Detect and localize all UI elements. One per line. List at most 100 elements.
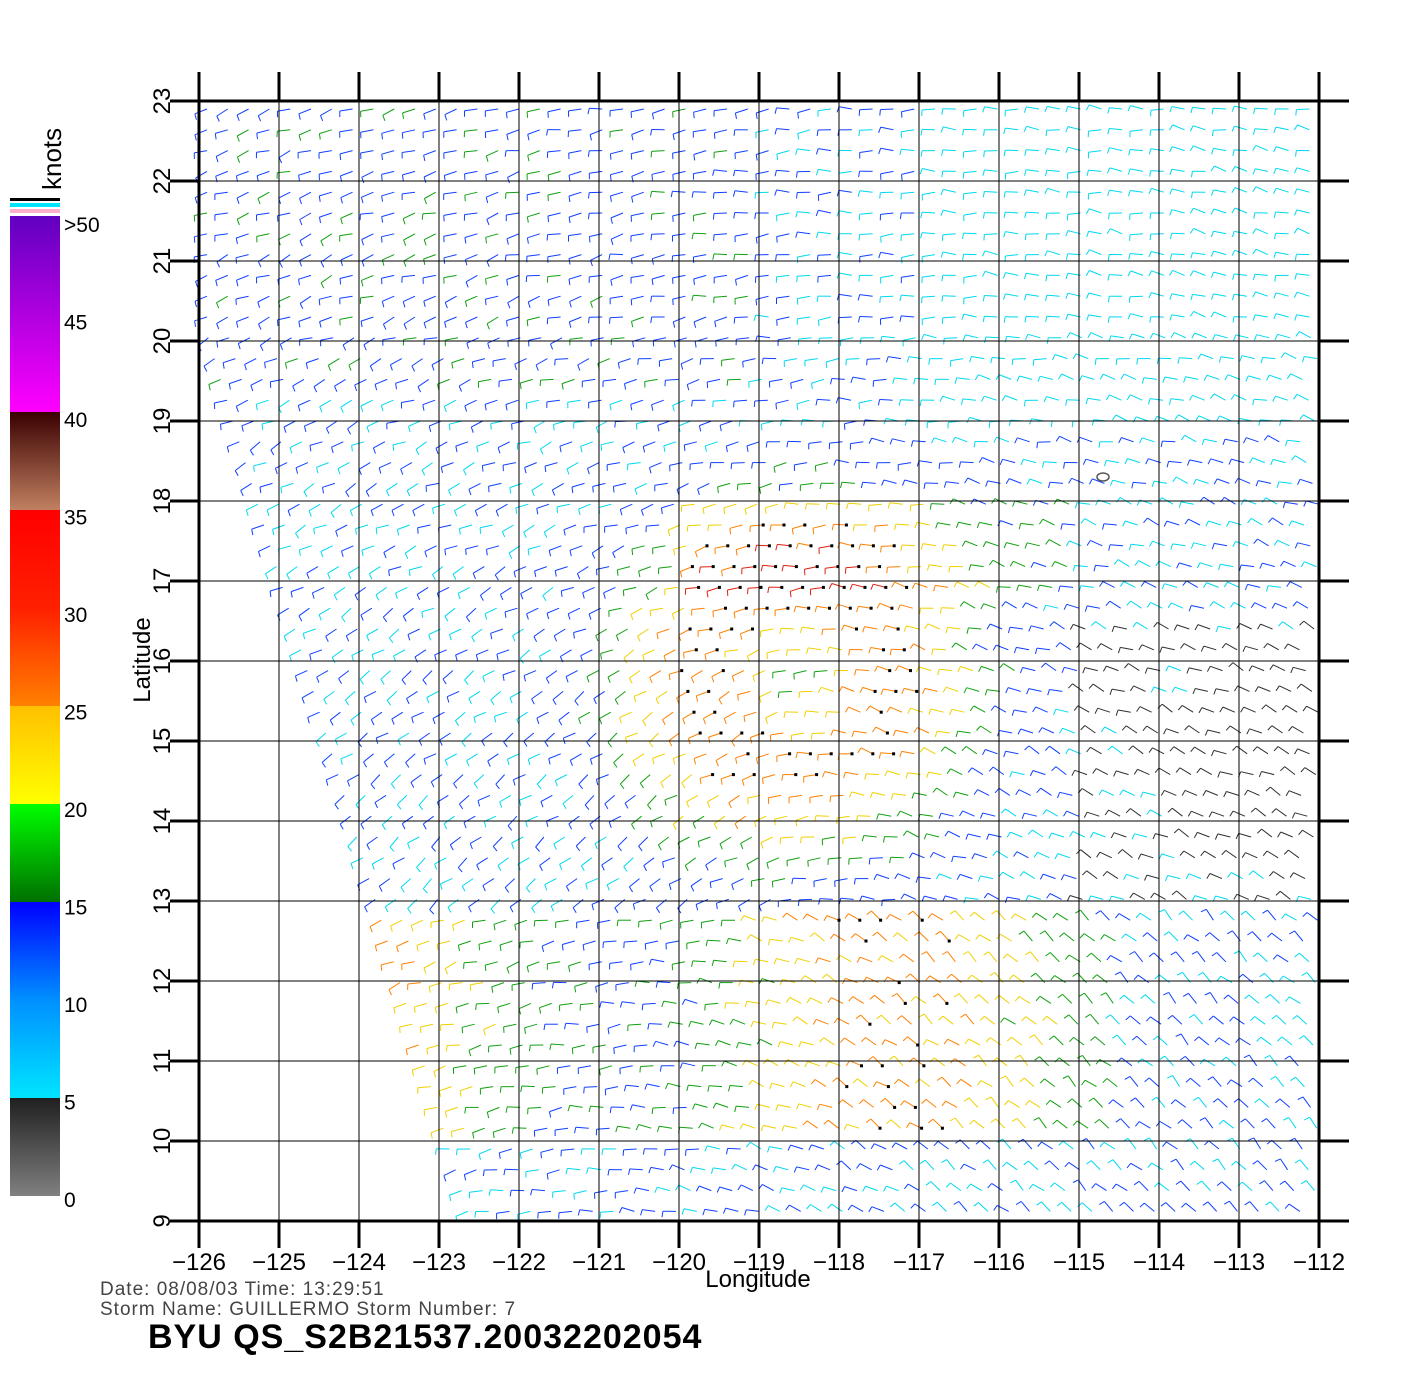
wind-barb [468,489,472,496]
wind-vector [984,270,998,276]
wind-barb [439,883,443,890]
wind-barb [1169,188,1173,195]
wind-vector [810,1204,822,1212]
wind-vector [762,1183,774,1192]
rain-flag-marker [868,1022,872,1026]
wind-vector [797,957,810,963]
wind-barb [819,483,822,490]
wind-barb [857,294,861,301]
wind-barb [1065,293,1069,299]
rain-flag-marker [878,1126,882,1130]
wind-vector [477,794,491,802]
wind-barb [1211,189,1214,196]
wind-barb [492,846,498,852]
wind-barb [499,594,504,601]
rain-flag-marker [940,1126,944,1130]
wind-vector [818,545,832,549]
rain-flag-marker [761,731,765,735]
wind-vector [903,893,917,900]
wind-barb [463,1174,467,1181]
wind-vector [900,604,913,609]
wind-barb [1230,602,1235,608]
wind-barb [490,699,495,706]
wind-vector [388,982,401,991]
wind-vector [283,628,296,637]
wind-vector [1277,539,1290,547]
rain-flag-marker [746,752,750,756]
wind-vector [455,649,468,656]
wind-barb [1283,849,1289,855]
wind-vector [720,774,734,780]
wind-barb [1039,873,1044,880]
wind-barb [1143,1137,1150,1141]
wind-vector [325,628,337,637]
wind-vector [486,191,499,198]
wind-barb [580,446,583,453]
wind-vector [685,586,699,590]
wind-vector [1040,375,1053,380]
wind-vector [957,730,971,734]
wind-vector [1151,292,1164,297]
wind-barb [622,1149,625,1156]
wind-vector [876,931,888,942]
wind-vector [630,233,644,237]
wind-vector [682,711,695,720]
wind-vector [729,524,743,529]
wind-vector [515,503,529,509]
wind-barb [1144,1077,1150,1083]
wind-vector [1068,1161,1080,1171]
wind-vector [826,711,840,713]
wind-barb [1203,374,1208,381]
wind-vector [379,878,391,887]
wind-barb [928,708,932,715]
wind-vector [1214,334,1228,339]
wind-vector [1171,314,1185,318]
wind-barb [1293,227,1299,234]
wind-barb [354,384,358,392]
wind-vector [797,231,811,235]
wind-barb [406,490,411,497]
wind-barb [1002,953,1008,959]
wind-vector [555,566,568,572]
wind-vector [1121,1057,1133,1067]
wind-vector [1110,1014,1120,1025]
wind-barb [452,573,457,580]
wind-vector [466,337,480,344]
rain-flag-marker [690,565,694,569]
wind-barb [1086,314,1090,321]
wind-vector [1033,561,1047,568]
wind-barb [1036,787,1042,794]
wind-vector [1049,1099,1062,1108]
wind-barb [381,195,383,202]
wind-barb [1301,356,1305,363]
wind-vector [330,503,342,513]
wind-barb [1076,1054,1083,1059]
rain-flag-marker [886,1085,890,1089]
wind-barb [652,1041,657,1047]
wind-vector [1067,313,1081,318]
wind-barb [694,1042,698,1050]
wind-barb [992,644,997,651]
wind-barb [575,845,581,852]
wind-vector [360,212,374,215]
wind-vector [838,316,852,319]
wind-vector [1219,415,1232,422]
wind-barb [348,573,352,580]
wind-barb [806,647,809,654]
wind-barb [949,709,953,716]
wind-barb [876,603,881,609]
wind-vector [382,295,395,302]
wind-barb [370,783,376,790]
wind-vector [1188,992,1197,1004]
wind-barb [1167,807,1173,813]
wind-barb [1043,605,1047,611]
wind-barb [830,729,834,736]
wind-vector [677,836,690,844]
wind-barb [858,402,860,409]
wind-barb [818,898,821,905]
wind-vector [1172,543,1186,547]
wind-barb [984,689,988,696]
wind-barb [993,1205,998,1211]
wind-barb [668,1164,673,1171]
wind-vector [393,649,406,657]
